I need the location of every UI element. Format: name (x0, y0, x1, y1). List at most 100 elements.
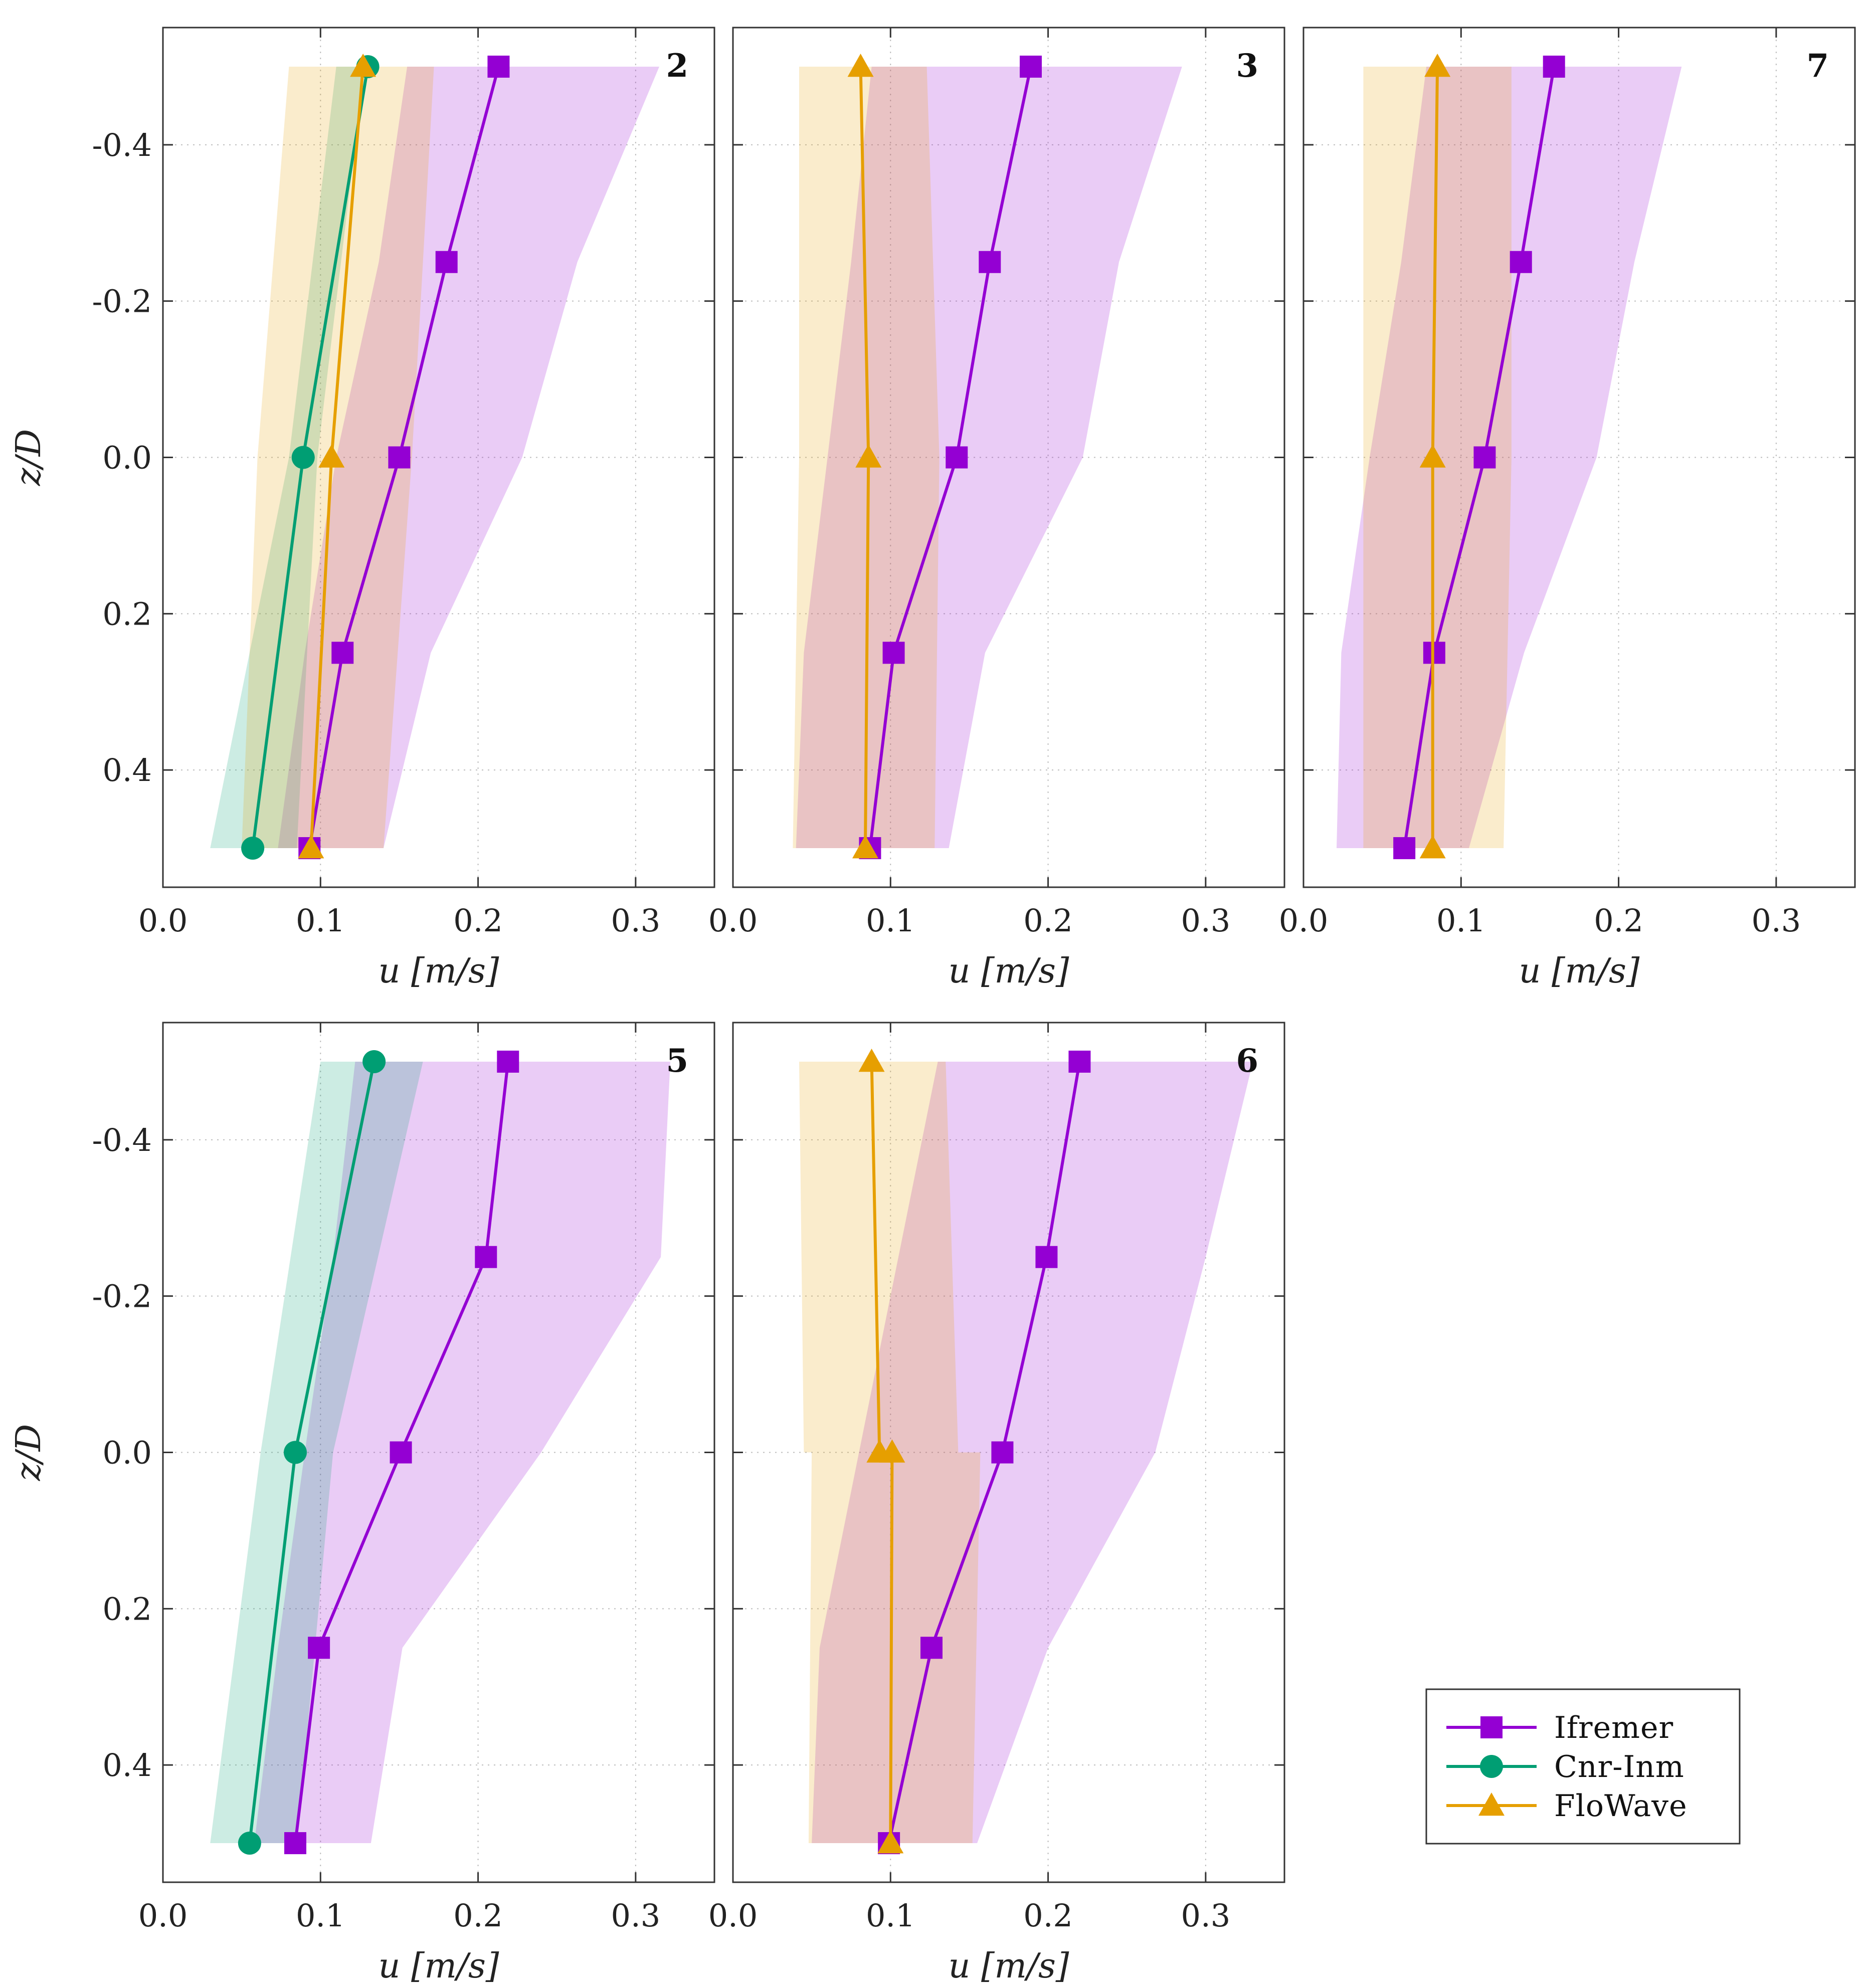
ifremer-marker (991, 1441, 1014, 1464)
y-tick-label: 0.0 (102, 1435, 152, 1471)
ifremer-marker (435, 251, 458, 273)
ifremer-marker (1510, 251, 1532, 273)
legend-entry-ifremer: Ifremer (1446, 1710, 1673, 1745)
y-axis-label: z/D (9, 429, 49, 486)
x-axis-label: u [m/s] (949, 1946, 1069, 1986)
panel-7: 0.0 0.1 0.2 0.3 u [m/s] 7 (1279, 27, 1856, 991)
panel-label: 2 (666, 47, 688, 85)
cnr-band (210, 1062, 423, 1843)
panel-5: 0.0 0.1 0.2 0.3 -0.4 -0.2 0.0 0.2 0.4 u [m/s] z/D 5 (9, 1022, 715, 1986)
ifremer-band (1337, 67, 1682, 848)
x-tick-label: 0.1 (1436, 902, 1486, 939)
flowave-marker (318, 444, 345, 468)
panel-label: 6 (1236, 1042, 1258, 1080)
ifremer-marker (497, 1050, 519, 1073)
ifremer-band (278, 67, 659, 848)
legend-marker (1480, 1755, 1503, 1778)
ifremer-marker (882, 642, 905, 664)
plot-area (163, 28, 714, 887)
cnr-band (210, 67, 365, 848)
y-tick-label: 0.4 (102, 1747, 152, 1783)
flowave-marker (1424, 53, 1451, 77)
cnr-marker (284, 1441, 307, 1464)
legend-label: FloWave (1554, 1788, 1688, 1824)
legend-entry-cnr: Cnr-Inm (1446, 1749, 1685, 1784)
x-tick-label: 0.2 (1023, 1897, 1073, 1934)
flowave-marker (298, 835, 324, 859)
x-axis-label: u [m/s] (949, 951, 1069, 991)
x-tick-label: 0.2 (453, 1897, 503, 1934)
ifremer-marker (1473, 446, 1496, 469)
plot-area (1303, 28, 1855, 887)
x-tick-label: 0.1 (866, 1897, 915, 1934)
x-axis-label: u [m/s] (379, 1946, 499, 1986)
x-tick-label: 0.3 (611, 902, 661, 939)
flowave-marker (847, 53, 874, 77)
flowave-marker (879, 1439, 905, 1463)
x-tick-label: 0.3 (1752, 902, 1801, 939)
plot-area (163, 1023, 714, 1882)
legend-entry-flowave: FloWave (1446, 1788, 1688, 1824)
ifremer-marker (946, 446, 968, 469)
ifremer-marker (388, 446, 411, 469)
x-tick-label: 0.0 (138, 1897, 188, 1934)
panel-3: 0.0 0.1 0.2 0.3 u [m/s] 3 (708, 27, 1285, 991)
panels: 0.0 0.1 0.2 0.3 -0.4 -0.2 0.0 0.2 0.4 u [m/s] z/D 2… (9, 27, 1856, 1986)
y-tick-label: -0.2 (92, 1278, 152, 1315)
flowave-marker (877, 1830, 904, 1854)
legend: Ifremer Cnr-Inm FloWave (1425, 1688, 1741, 1845)
x-tick-label: 0.0 (708, 1897, 758, 1934)
legend-marker (1478, 1793, 1505, 1816)
ifremer-marker (1543, 55, 1565, 78)
x-tick-label: 0.0 (708, 902, 758, 939)
ifremer-marker (920, 1637, 943, 1659)
ifremer-marker (979, 251, 1001, 273)
cnr-marker (362, 1050, 386, 1073)
legend-label: Cnr-Inm (1554, 1749, 1685, 1784)
x-tick-label: 0.1 (296, 1897, 345, 1934)
x-axis-label: u [m/s] (379, 951, 499, 991)
ifremer-marker (1035, 1246, 1058, 1268)
y-tick-label: 0.2 (102, 1591, 152, 1627)
panel-2: 0.0 0.1 0.2 0.3 -0.4 -0.2 0.0 0.2 0.4 u [m/s] z/D 2 (9, 27, 715, 991)
y-tick-label: 0.4 (102, 752, 152, 788)
ifremer-marker (331, 642, 354, 664)
y-tick-label: -0.2 (92, 283, 152, 320)
x-tick-label: 0.2 (1023, 902, 1073, 939)
x-tick-label: 0.2 (1594, 902, 1643, 939)
x-tick-label: 0.1 (296, 902, 345, 939)
flowave-marker (852, 835, 878, 859)
flowave-marker (855, 444, 882, 468)
x-tick-label: 0.1 (866, 902, 915, 939)
x-tick-label: 0.3 (611, 1897, 661, 1934)
x-tick-label: 0.3 (1181, 1897, 1231, 1934)
legend-label: Ifremer (1554, 1710, 1673, 1745)
ifremer-marker (390, 1441, 412, 1464)
cnr-marker (241, 837, 265, 860)
flowave-marker (1419, 444, 1446, 468)
panel-6: 0.0 0.1 0.2 0.3 u [m/s] 6 (708, 1022, 1285, 1986)
ifremer-marker (1393, 837, 1416, 860)
bands (210, 1062, 670, 1843)
ifremer-marker (487, 55, 510, 78)
y-tick-label: 0.0 (102, 440, 152, 476)
ifremer-marker (284, 1832, 306, 1855)
cnr-marker (238, 1832, 261, 1855)
panel-label: 7 (1806, 47, 1829, 85)
ifremer-marker (1423, 642, 1445, 664)
cnr-marker (291, 446, 315, 469)
flowave-marker (1419, 835, 1446, 859)
x-tick-label: 0.3 (1181, 902, 1231, 939)
y-tick-label: -0.4 (92, 1122, 152, 1158)
x-tick-label: 0.2 (453, 902, 503, 939)
x-tick-label: 0.0 (138, 902, 188, 939)
legend-marker (1480, 1716, 1503, 1738)
flowave-marker (858, 1048, 885, 1072)
x-axis-label: u [m/s] (1519, 951, 1640, 991)
ifremer-marker (1020, 55, 1042, 78)
flowave-marker (350, 53, 377, 77)
ifremer-marker (308, 1637, 330, 1659)
ifremer-band (254, 1062, 670, 1843)
panel-label: 5 (666, 1042, 688, 1080)
